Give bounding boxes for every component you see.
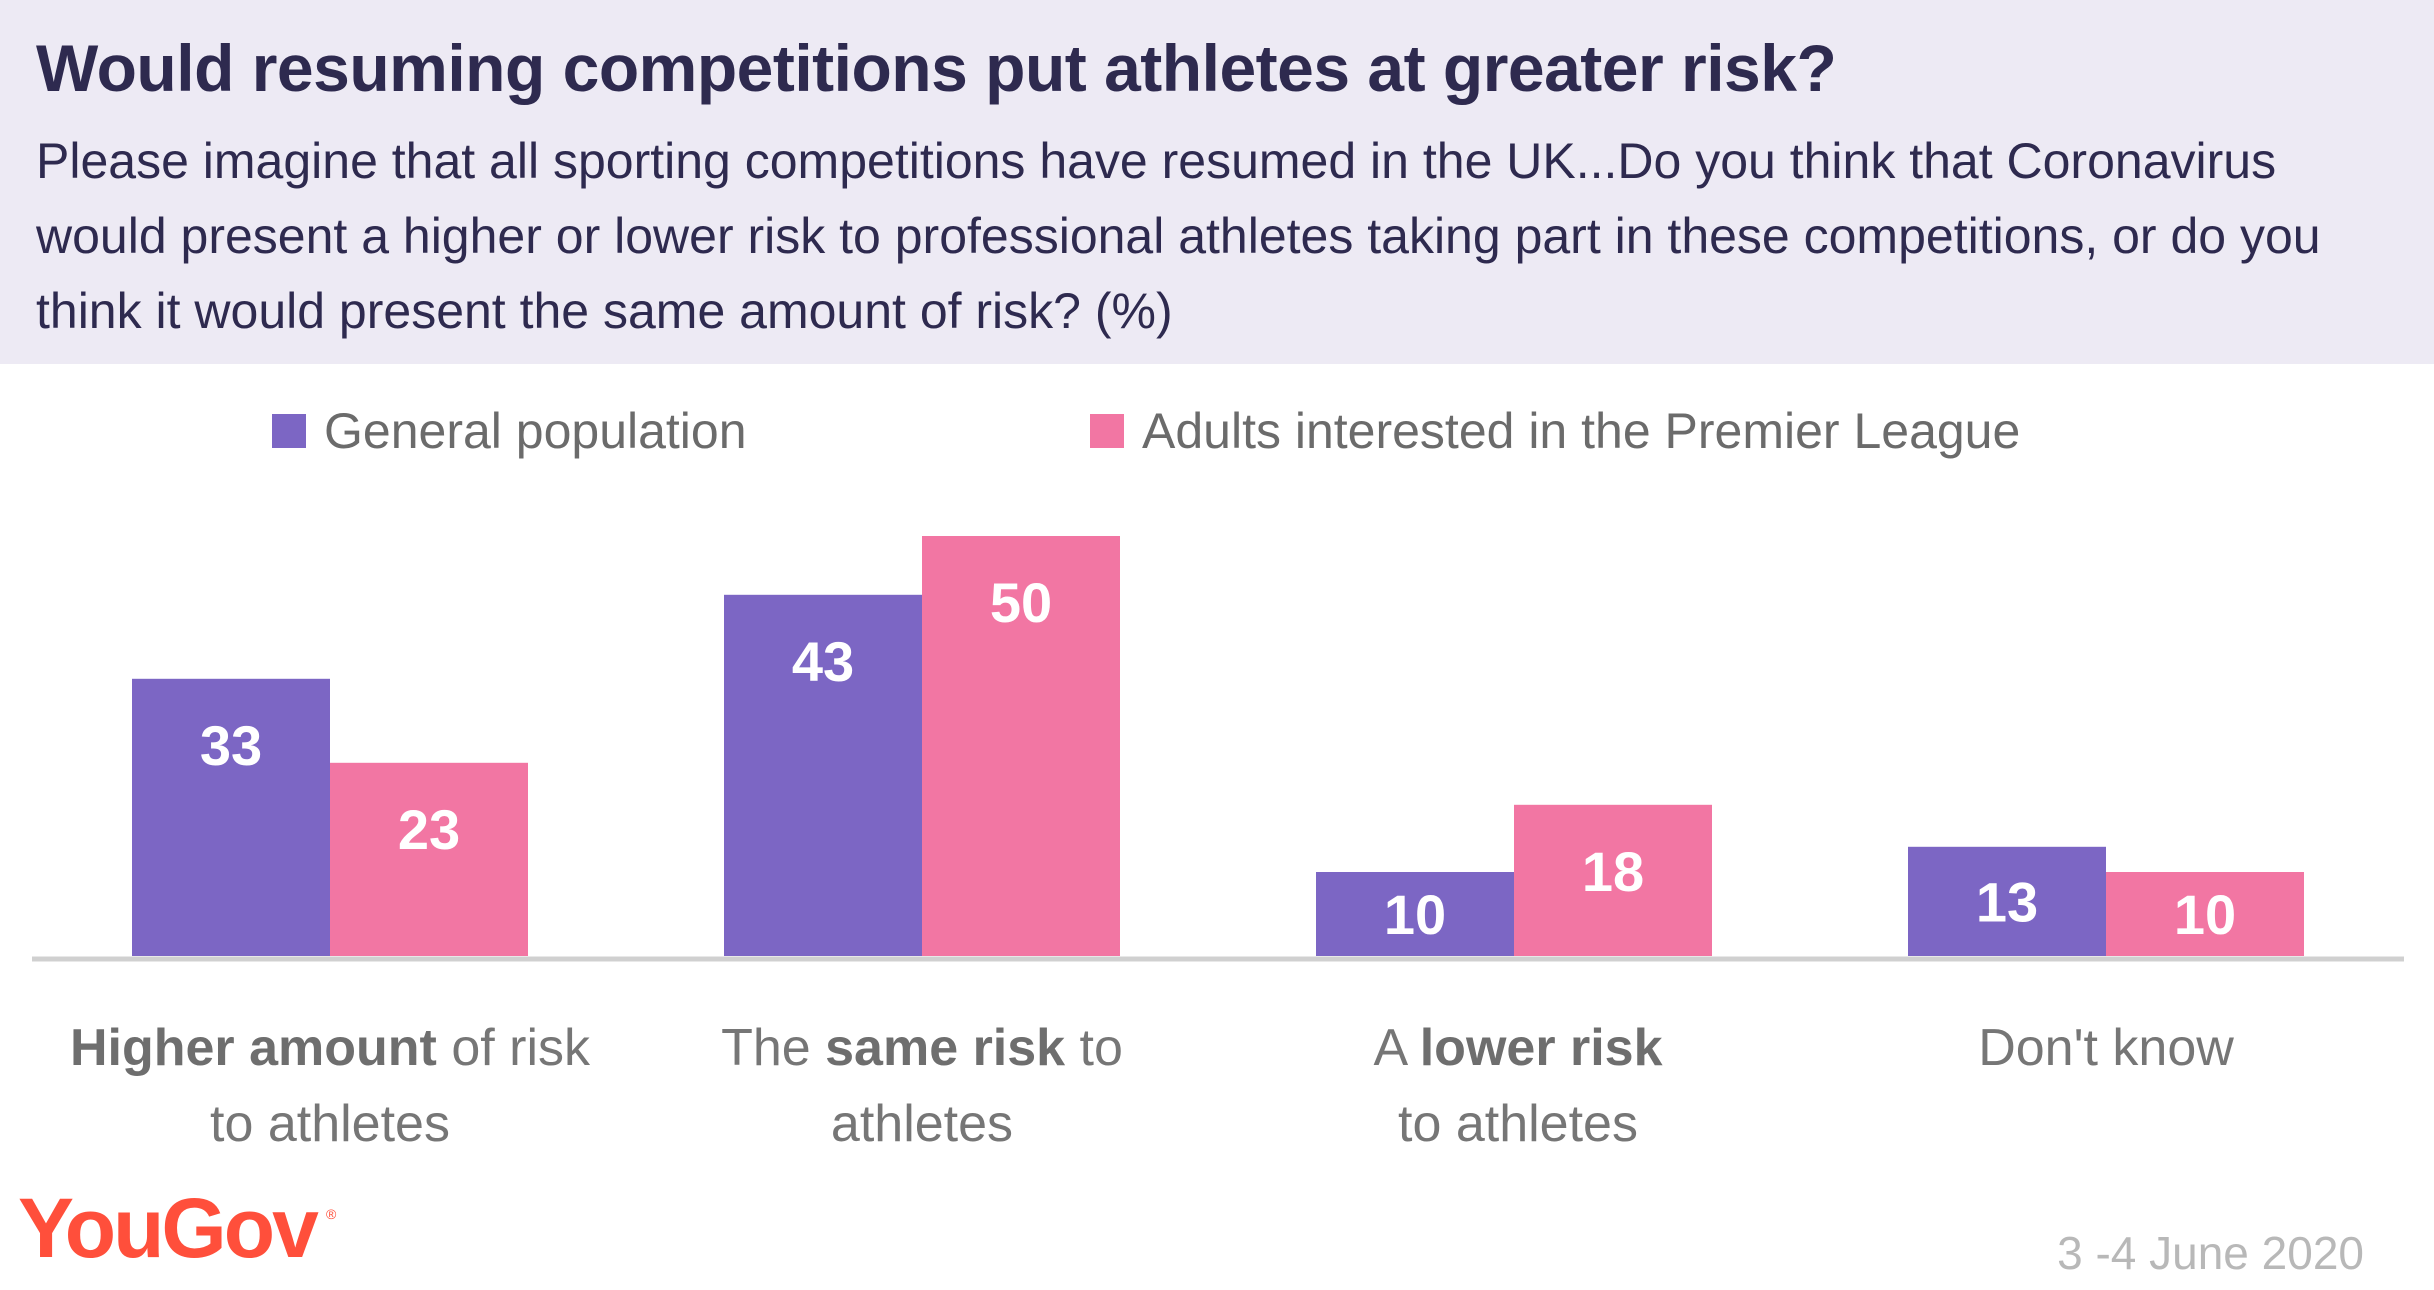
bar-premier-league-2 (1514, 804, 1712, 956)
legend-swatch (272, 414, 306, 448)
survey-date: 3 -4 June 2020 (2057, 1227, 2364, 1279)
data-label: 23 (398, 798, 460, 861)
registered-mark: ® (326, 1206, 337, 1222)
data-label: 13 (1976, 870, 2038, 933)
data-label: 33 (200, 714, 262, 777)
data-label: 18 (1582, 840, 1644, 903)
chart-subtitle: Please imagine that all sporting competi… (36, 133, 2321, 339)
legend-label: Adults interested in the Premier League (1142, 403, 2021, 459)
data-label: 10 (2174, 883, 2236, 946)
bar-general-population-0 (132, 678, 330, 956)
bar-premier-league-3 (2106, 872, 2304, 956)
bar-premier-league-0 (330, 762, 528, 956)
bar-premier-league-1 (922, 536, 1120, 956)
bar-general-population-1 (724, 594, 922, 956)
category-label: A lower risk to athletes (1373, 1019, 1663, 1153)
legend-swatch (1090, 414, 1124, 448)
legend-label: General population (324, 403, 747, 459)
data-label: 43 (792, 630, 854, 693)
category-label: Higher amount of risk to athletes (69, 1019, 591, 1153)
data-label: 10 (1384, 883, 1446, 946)
header-band (0, 0, 2434, 364)
data-label: 50 (990, 571, 1052, 634)
bar-general-population-2 (1316, 872, 1514, 956)
bar-general-population-3 (1908, 846, 2106, 956)
chart-title: Would resuming competitions put athletes… (36, 31, 1837, 105)
category-label: The same risk to athletes (721, 1019, 1123, 1153)
yougov-logo: YouGov (18, 1181, 319, 1275)
category-label: Don't know (1978, 1019, 2234, 1077)
